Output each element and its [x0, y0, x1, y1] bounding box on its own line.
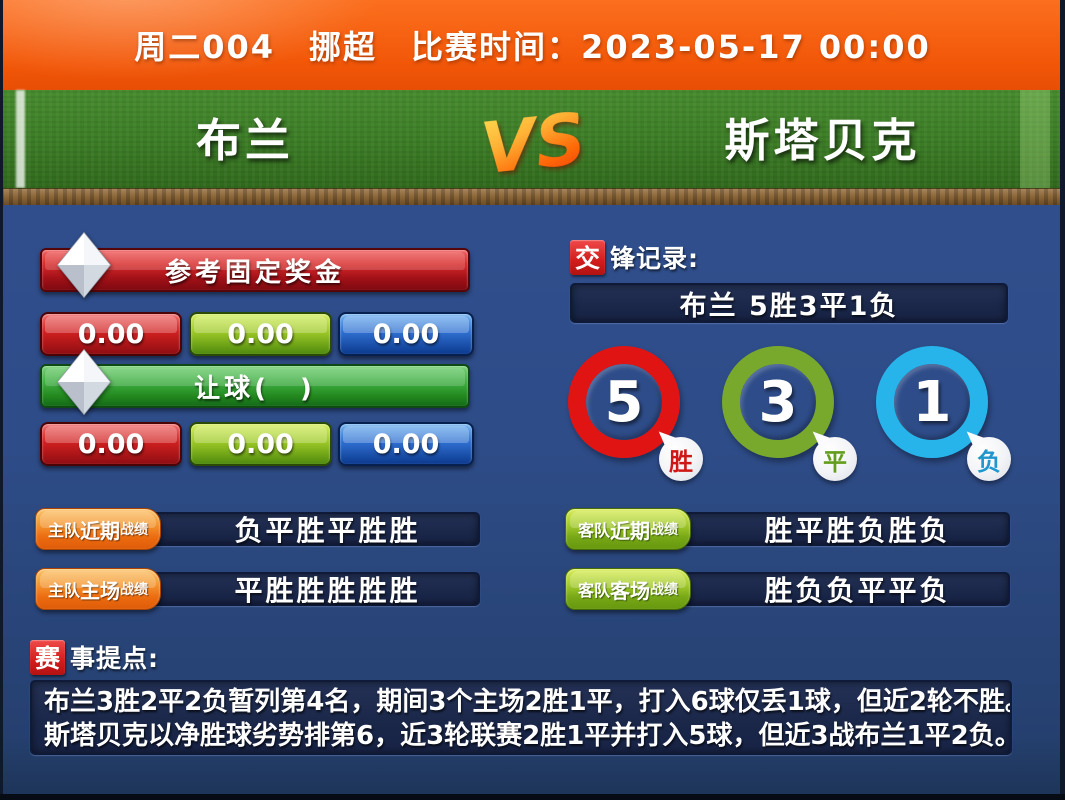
- tag-part: 客队: [577, 581, 610, 600]
- grass-banner: [0, 90, 1065, 188]
- match-title: 周二004 挪超 比赛时间：2023-05-17 00:00: [134, 28, 931, 66]
- vs-flame-icon: VS: [477, 85, 590, 202]
- fixed-odds-away-button[interactable]: 0.00: [338, 312, 474, 356]
- h2h-lose-circle: 1 负: [876, 346, 1011, 481]
- highlights-text-box: 布兰3胜2平2负暂列第4名，期间3个主场2胜1平，打入6球仅丢1球，但近2轮不胜…: [30, 680, 1012, 755]
- draw-badge: 平: [813, 437, 857, 481]
- h2h-draw-circle: 3 平: [722, 346, 857, 481]
- h2h-summary-box: 布兰 5胜3平1负: [570, 283, 1008, 323]
- tag-part: 客场: [610, 578, 650, 603]
- away-recent-record-row: 胜平胜负胜负 客队 近期 战绩: [565, 508, 1012, 550]
- fixed-odds-title-banner: 参考固定奖金: [40, 248, 470, 292]
- h2h-label-badge: 交: [570, 239, 605, 275]
- h2h-section-label: 交 锋记录:: [570, 239, 699, 275]
- away-recent-record-tag: 客队 近期 战绩: [565, 508, 691, 550]
- h2h-label-text: 锋记录:: [610, 244, 699, 273]
- lose-badge: 负: [967, 437, 1011, 481]
- left-frame-edge: [0, 0, 3, 800]
- right-frame-edge: [1060, 0, 1065, 800]
- lose-badge-label: 负: [977, 447, 1001, 476]
- mow-stripe: [1020, 90, 1050, 188]
- home-recent-record-row: 负平胜平胜胜 主队 近期 战绩: [35, 508, 482, 550]
- h2h-draw-count: 3: [758, 369, 798, 435]
- home-home-record-row: 平胜胜胜胜胜 主队 主场 战绩: [35, 568, 482, 610]
- home-home-record-tag: 主队 主场 战绩: [35, 568, 161, 610]
- match-header-banner: 周二004 挪超 比赛时间：2023-05-17 00:00: [0, 0, 1065, 90]
- home-recent-record-tag: 主队 近期 战绩: [35, 508, 161, 550]
- diamond-icon: [57, 232, 111, 298]
- handicap-title-banner: 让球( ): [40, 364, 470, 408]
- tag-part: 战绩: [120, 522, 148, 538]
- tag-part: 主队: [47, 581, 80, 600]
- tag-part: 战绩: [120, 582, 148, 598]
- field-line: [16, 90, 25, 188]
- tag-part: 战绩: [650, 522, 678, 538]
- tag-part: 主场: [80, 578, 120, 603]
- fixed-odds-draw-button[interactable]: 0.00: [189, 312, 332, 356]
- dirt-strip: [0, 188, 1065, 205]
- tag-part: 近期: [80, 518, 120, 543]
- fixed-odds-home-button[interactable]: 0.00: [40, 312, 182, 356]
- away-away-record-row: 胜负负平平负 客队 客场 战绩: [565, 568, 1012, 610]
- win-badge-label: 胜: [669, 447, 693, 476]
- tag-part: 客队: [577, 521, 610, 540]
- draw-badge-label: 平: [823, 447, 847, 476]
- tag-part: 战绩: [650, 582, 678, 598]
- tag-part: 近期: [610, 518, 650, 543]
- h2h-lose-count: 1: [912, 369, 952, 435]
- diamond-icon: [57, 349, 111, 415]
- handicap-odds-home-button[interactable]: 0.00: [40, 422, 182, 466]
- away-team-name: 斯塔贝克: [724, 113, 921, 167]
- h2h-win-count: 5: [604, 369, 644, 435]
- handicap-odds-draw-button[interactable]: 0.00: [189, 422, 332, 466]
- tag-part: 主队: [47, 521, 80, 540]
- highlights-label-badge: 赛: [30, 639, 65, 675]
- handicap-odds-away-button[interactable]: 0.00: [338, 422, 474, 466]
- home-team-name: 布兰: [195, 113, 294, 167]
- away-away-record-tag: 客队 客场 战绩: [565, 568, 691, 610]
- highlights-section-label: 赛 事提点:: [30, 639, 159, 675]
- highlights-line-1: 布兰3胜2平2负暂列第4名，期间3个主场2胜1平，打入6球仅丢1球，但近2轮不胜…: [44, 687, 1012, 717]
- bottom-frame-edge: [0, 794, 1065, 800]
- win-badge: 胜: [659, 437, 703, 481]
- highlights-label-text: 事提点:: [70, 644, 159, 673]
- highlights-line-2: 斯塔贝克以净胜球劣势排第6，近3轮联赛2胜1平并打入5球，但近3战布兰1平2负。: [44, 721, 1012, 751]
- h2h-win-circle: 5 胜: [568, 346, 703, 481]
